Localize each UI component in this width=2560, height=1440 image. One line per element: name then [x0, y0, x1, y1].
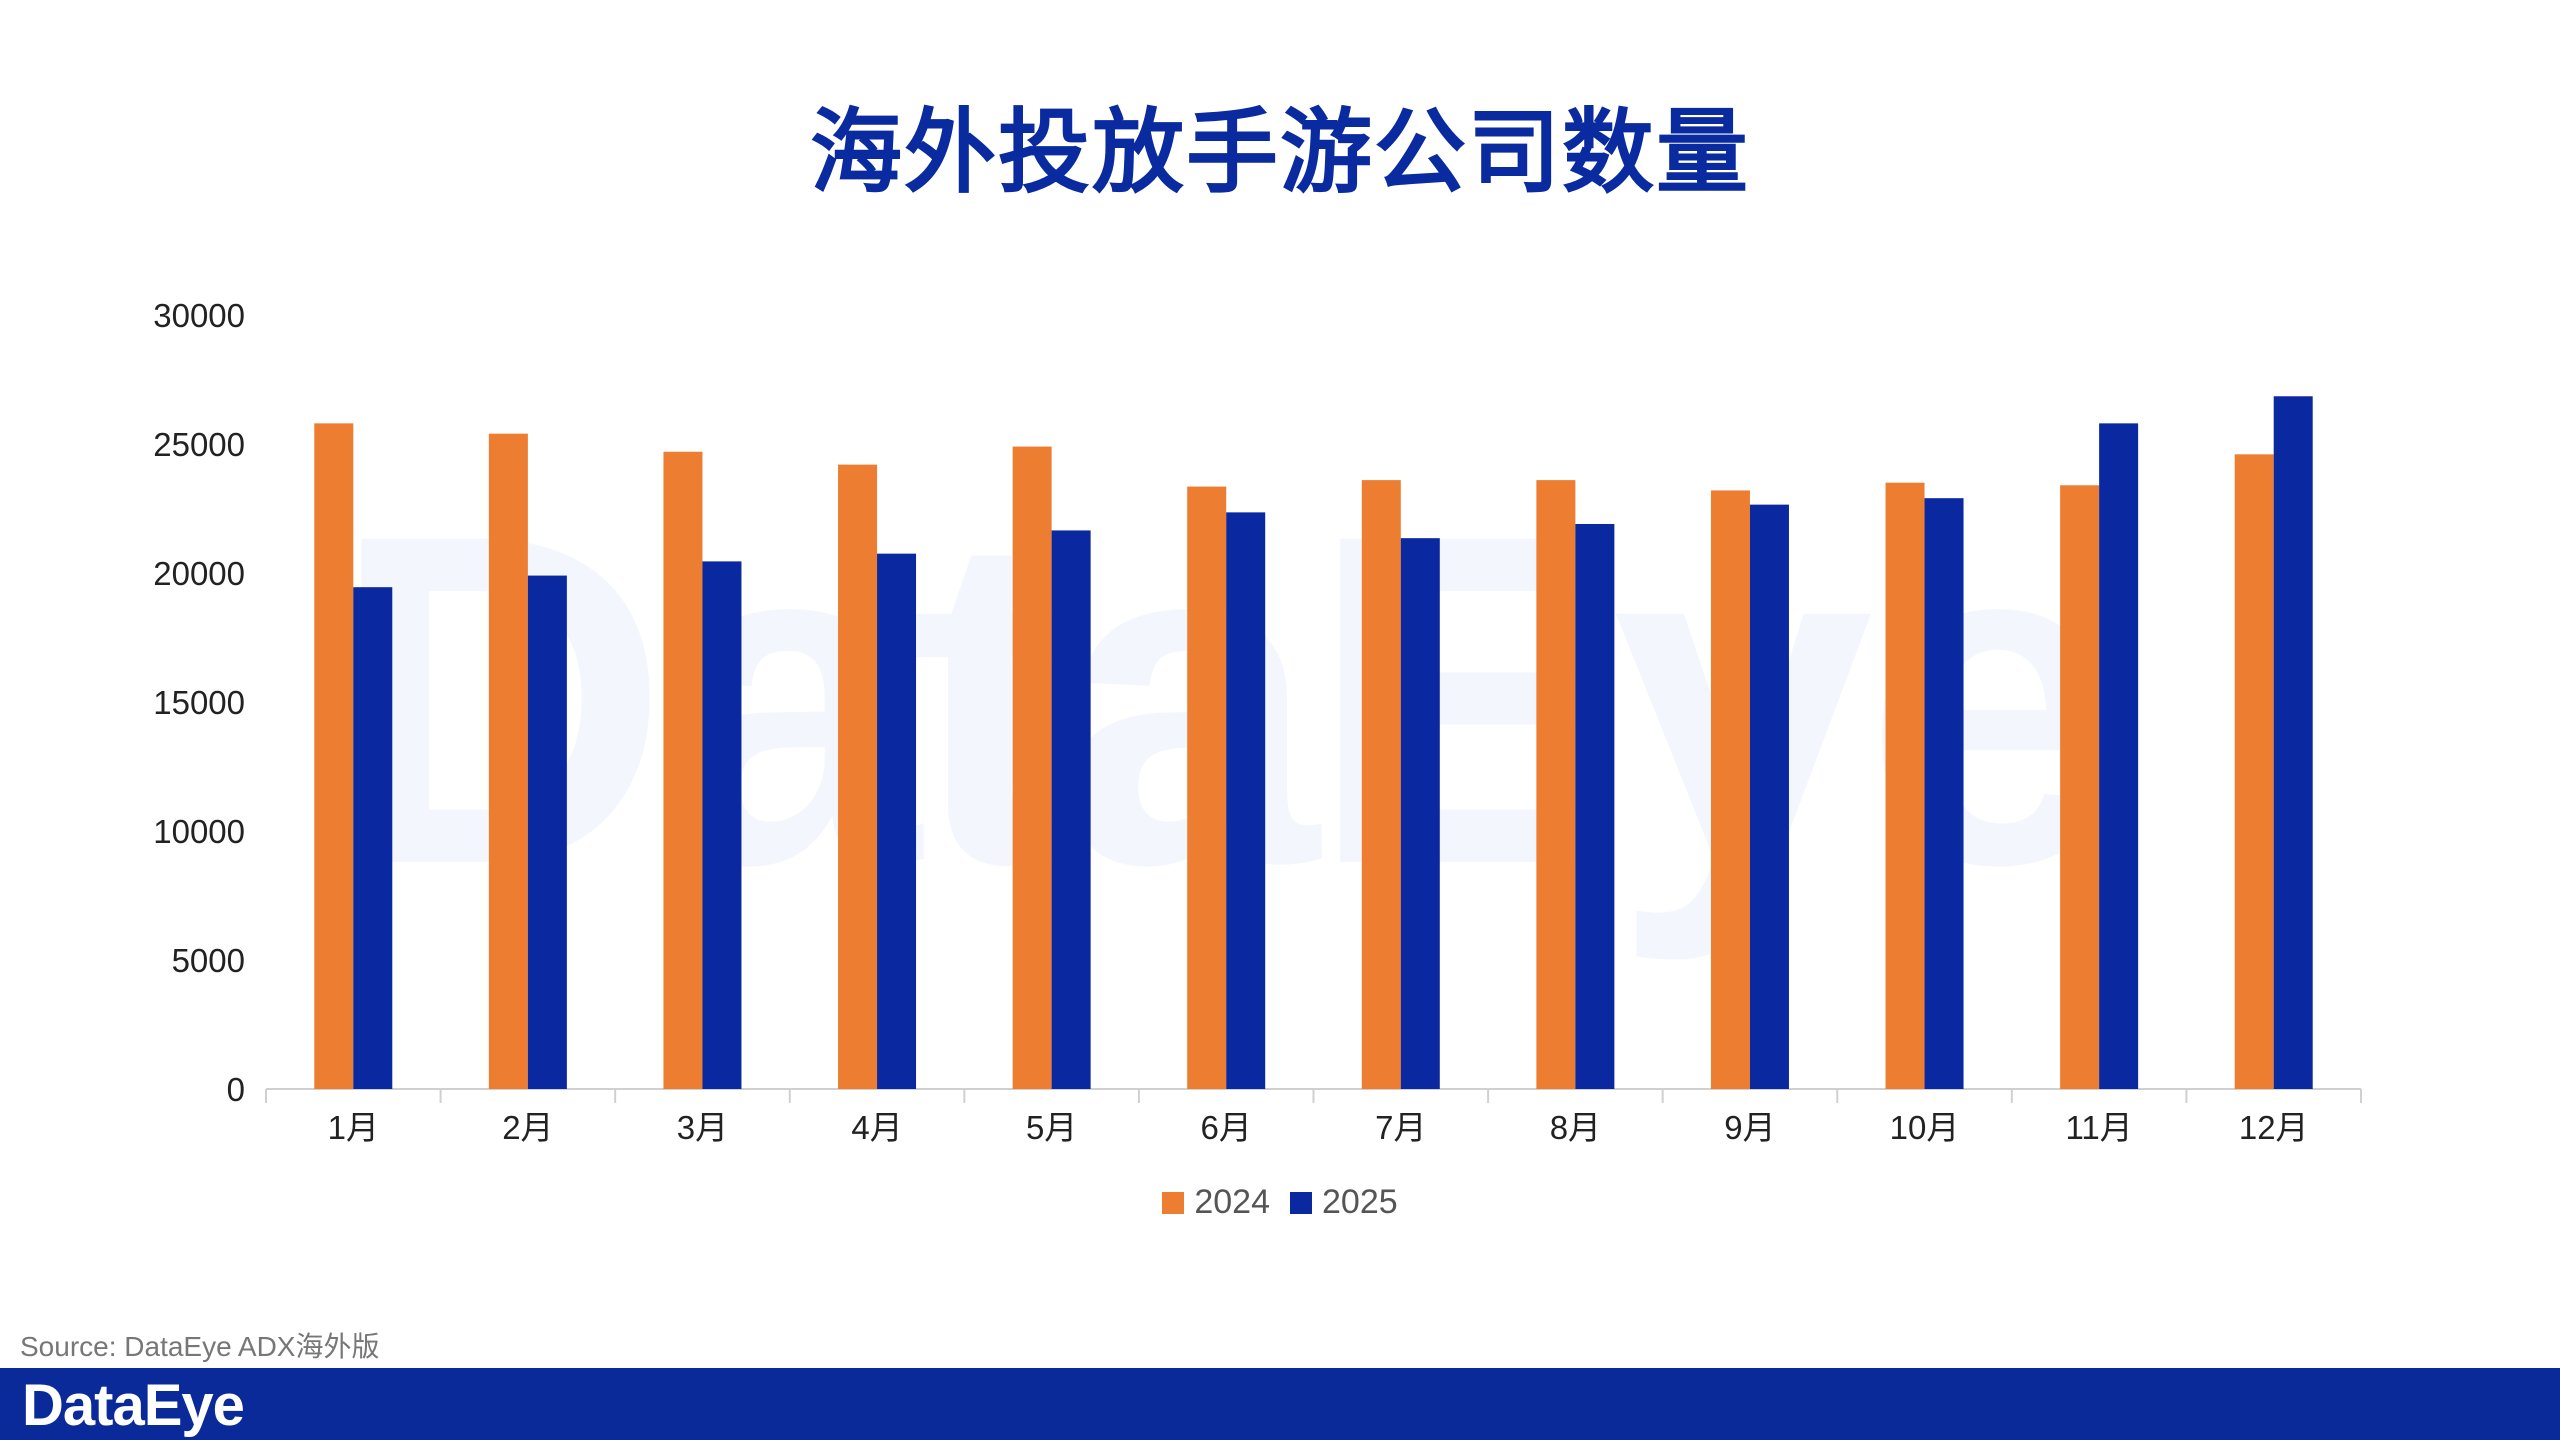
x-tick-label: 5月: [1026, 1109, 1077, 1146]
legend-label-2024: 2024: [1194, 1183, 1270, 1221]
bar-2024-6月: [1187, 486, 1227, 1089]
y-tick-label: 10000: [153, 813, 245, 850]
dataeye-logo: DataEye: [22, 1373, 245, 1438]
bar-2024-3月: [663, 451, 703, 1089]
bar-2024-9月: [1710, 490, 1750, 1089]
bar-2025-11月: [2099, 423, 2139, 1089]
x-tick-label: 8月: [1550, 1109, 1601, 1146]
bar-2025-7月: [1400, 538, 1440, 1089]
bar-2025-3月: [702, 561, 742, 1089]
source-note: Source: DataEye ADX海外版: [20, 1331, 380, 1362]
bar-2025-9月: [1749, 504, 1789, 1089]
bar-2025-12月: [2273, 396, 2313, 1089]
legend: 2024 2025: [0, 1183, 2560, 1222]
bar-2025-10月: [1924, 498, 1964, 1089]
y-tick-label: 5000: [172, 942, 245, 979]
bar-2024-1月: [314, 423, 354, 1089]
y-tick-label: 0: [227, 1071, 245, 1108]
bar-2024-5月: [1012, 446, 1052, 1090]
bar-2024-12月: [2234, 454, 2274, 1089]
bar-2024-10月: [1885, 482, 1925, 1089]
bar-2025-1月: [353, 587, 393, 1089]
bar-2024-4月: [838, 464, 878, 1089]
legend-item-2025: 2025: [1290, 1183, 1398, 1222]
x-tick-label: 2月: [502, 1109, 553, 1146]
x-tick-label: 7月: [1375, 1109, 1426, 1146]
footer-bar: DataEye: [0, 1368, 2560, 1440]
bar-2025-4月: [877, 553, 917, 1089]
y-tick-label: 25000: [153, 426, 245, 463]
bar-2024-2月: [488, 433, 528, 1089]
bar-2025-8月: [1575, 523, 1615, 1089]
bar-2024-8月: [1536, 480, 1576, 1089]
bar-2024-11月: [2060, 485, 2100, 1089]
bar-chart: 0 5000 10000 15000 20000 25000 30000 1月 2月 3月 4月 5月…: [153, 297, 2362, 1146]
x-tick-label: 3月: [677, 1109, 728, 1146]
bar-2025-6月: [1226, 512, 1266, 1089]
y-tick-label: 30000: [153, 297, 245, 334]
x-tick-label: 9月: [1724, 1109, 1775, 1146]
bar-2024-7月: [1361, 480, 1401, 1089]
x-tick-label: 12月: [2239, 1109, 2309, 1146]
legend-item-2024: 2024: [1162, 1183, 1270, 1222]
x-tick-label: 1月: [328, 1109, 379, 1146]
bar-2025-5月: [1051, 530, 1091, 1089]
x-tick-label: 11月: [2065, 1109, 2132, 1146]
legend-swatch-2024: [1162, 1191, 1185, 1214]
chart-title: 海外投放手游公司数量: [809, 102, 1750, 204]
legend-swatch-2025: [1290, 1191, 1312, 1214]
x-tick-label: 4月: [851, 1109, 902, 1146]
y-tick-label: 15000: [153, 684, 245, 721]
x-tick-label: 10月: [1890, 1109, 1960, 1146]
bar-2025-2月: [527, 575, 567, 1089]
y-tick-label: 20000: [153, 555, 245, 592]
legend-label-2025: 2025: [1322, 1183, 1398, 1221]
x-tick-label: 6月: [1201, 1109, 1252, 1146]
